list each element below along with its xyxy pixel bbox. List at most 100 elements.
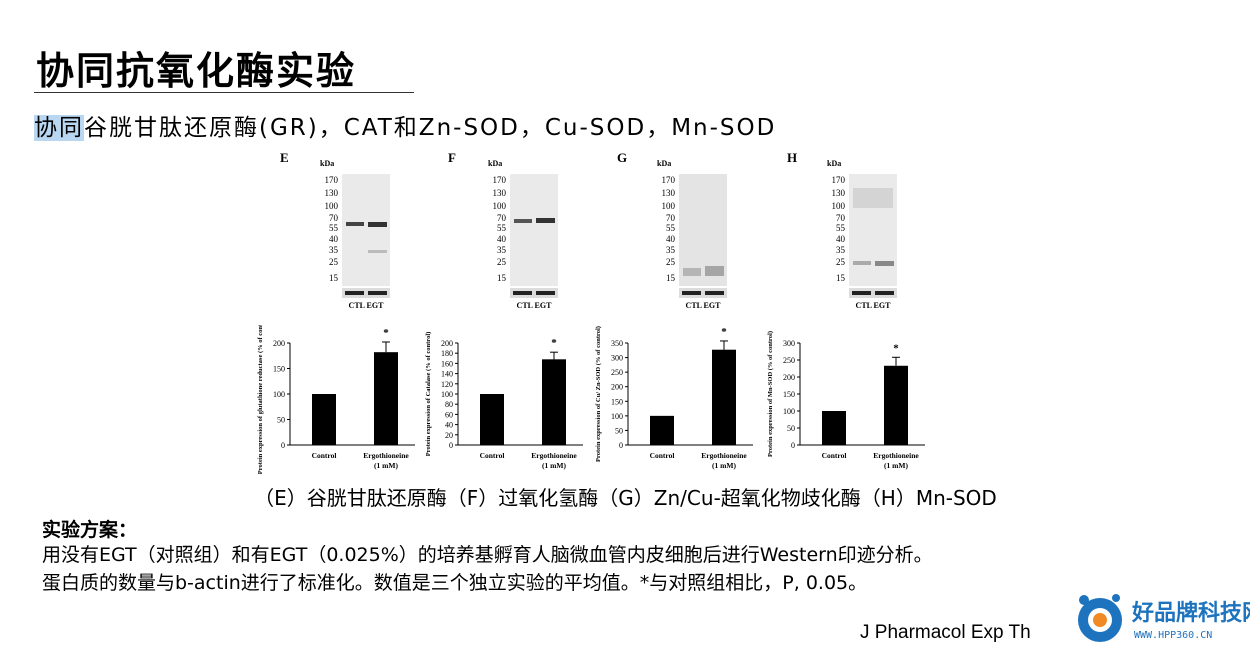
marker-label: 55: [836, 223, 846, 233]
x-category-label: Ergothioneine: [531, 451, 577, 460]
marker-label: 70: [666, 213, 676, 223]
y-tick-label: 150: [273, 365, 285, 374]
y-tick-label: 250: [611, 368, 623, 377]
y-tick-label: 300: [783, 339, 795, 348]
y-tick-label: 0: [281, 441, 285, 450]
marker-label: 25: [666, 257, 676, 267]
y-tick-label: 200: [783, 373, 795, 382]
subtitle-text: 谷胱甘肽还原酶(GR)，CAT和Zn-SOD，Cu-SOD，Mn-SOD: [84, 115, 777, 141]
actin-band: [345, 291, 364, 295]
actin-band: [513, 291, 532, 295]
marker-label: 25: [836, 257, 846, 267]
slide-title: 协同抗氧化酶实验: [36, 49, 357, 93]
y-tick-label: 120: [441, 380, 453, 389]
x-category-label: Control: [312, 451, 337, 460]
actin-band: [368, 291, 387, 295]
marker-label: 100: [493, 201, 507, 211]
y-tick-label: 250: [783, 356, 795, 365]
marker-label: 70: [497, 213, 507, 223]
actin-band: [875, 291, 894, 295]
marker-label: 170: [832, 175, 846, 185]
bar-control: [650, 415, 674, 445]
y-tick-label: 150: [783, 390, 795, 399]
lane-labels: CTL EGT: [856, 301, 892, 310]
marker-label: 170: [325, 175, 339, 185]
actin-strip: [510, 288, 558, 298]
logo-emblem-icon: [1078, 594, 1122, 642]
marker-label: 35: [329, 245, 339, 255]
y-tick-label: 180: [441, 349, 453, 358]
x-category-sublabel: (1 mM): [542, 461, 566, 470]
y-tick-label: 140: [441, 370, 453, 379]
marker-label: 15: [666, 273, 676, 283]
y-axis-label: Protein expression of Mn-SOD (% of contr…: [767, 331, 774, 457]
marker-label: 100: [832, 201, 846, 211]
marker-label: 15: [329, 273, 339, 283]
marker-label: 170: [662, 175, 676, 185]
slide-subtitle: 协同谷胱甘肽还原酶(GR)，CAT和Zn-SOD，Cu-SOD，Mn-SOD: [34, 108, 776, 142]
marker-label: 40: [497, 234, 507, 244]
actin-band: [682, 291, 701, 295]
bar-ergothioneine: [712, 349, 736, 445]
y-axis-label: Protein expression of Cu/ Zn-SOD (% of c…: [595, 326, 602, 462]
y-tick-label: 0: [619, 441, 623, 450]
lane-labels: CTL EGT: [686, 301, 722, 310]
marker-label: 25: [497, 257, 507, 267]
bar-control: [312, 394, 336, 445]
site-logo: 好品牌科技网 WWW.HPP360.CN: [1078, 594, 1250, 642]
y-tick-label: 0: [449, 441, 453, 450]
x-category-label: Ergothioneine: [701, 451, 747, 460]
blot-band: [368, 222, 387, 227]
blot-band: [536, 218, 555, 223]
y-axis-label: Protein expression of Catalase (% of con…: [425, 332, 432, 457]
x-category-label: Control: [480, 451, 505, 460]
significance-marker: *: [721, 326, 727, 338]
method-line-2: 蛋白质的数量与b-actin进行了标准化。数值是三个独立实验的平均值。*与对照组…: [42, 572, 868, 594]
bar-control: [480, 394, 504, 445]
x-category-sublabel: (1 mM): [374, 461, 398, 470]
x-category-sublabel: (1 mM): [884, 461, 908, 470]
actin-band: [536, 291, 555, 295]
y-tick-label: 200: [273, 339, 285, 348]
marker-label: 35: [836, 245, 846, 255]
y-tick-label: 160: [441, 359, 453, 368]
y-tick-label: 40: [445, 421, 453, 430]
y-tick-label: 350: [611, 339, 623, 348]
blot-band: [853, 188, 893, 208]
marker-label: 40: [836, 234, 846, 244]
marker-label: 100: [325, 201, 339, 211]
y-tick-label: 50: [615, 426, 623, 435]
marker-label: 35: [666, 245, 676, 255]
blot-band: [346, 222, 364, 226]
significance-marker: *: [551, 337, 557, 349]
blot-band: [853, 261, 871, 265]
y-tick-label: 0: [791, 441, 795, 450]
bar-ergothioneine: [374, 352, 398, 445]
x-category-label: Control: [650, 451, 675, 460]
blot-membrane: [510, 174, 558, 286]
marker-label: 55: [329, 223, 339, 233]
marker-label: 100: [662, 201, 676, 211]
y-tick-label: 100: [611, 412, 623, 421]
marker-label: 40: [329, 234, 339, 244]
citation: J Pharmacol Exp Th: [860, 622, 1031, 643]
x-category-sublabel: (1 mM): [712, 461, 736, 470]
blot-band: [368, 250, 387, 253]
marker-label: 40: [666, 234, 676, 244]
y-tick-label: 60: [445, 410, 453, 419]
x-category-label: Ergothioneine: [363, 451, 409, 460]
bar-chart-g: Protein expression of Cu/ Zn-SOD (% of c…: [595, 326, 753, 470]
y-tick-label: 20: [445, 431, 453, 440]
marker-label: 130: [325, 188, 339, 198]
y-tick-label: 200: [611, 383, 623, 392]
bar-chart-figure: Protein expression of glutathione reduct…: [257, 325, 925, 474]
actin-band: [852, 291, 871, 295]
x-category-label: Control: [822, 451, 847, 460]
blot-panel-letter: F: [448, 150, 456, 165]
significance-marker: *: [383, 327, 389, 339]
bar-ergothioneine: [542, 359, 566, 445]
